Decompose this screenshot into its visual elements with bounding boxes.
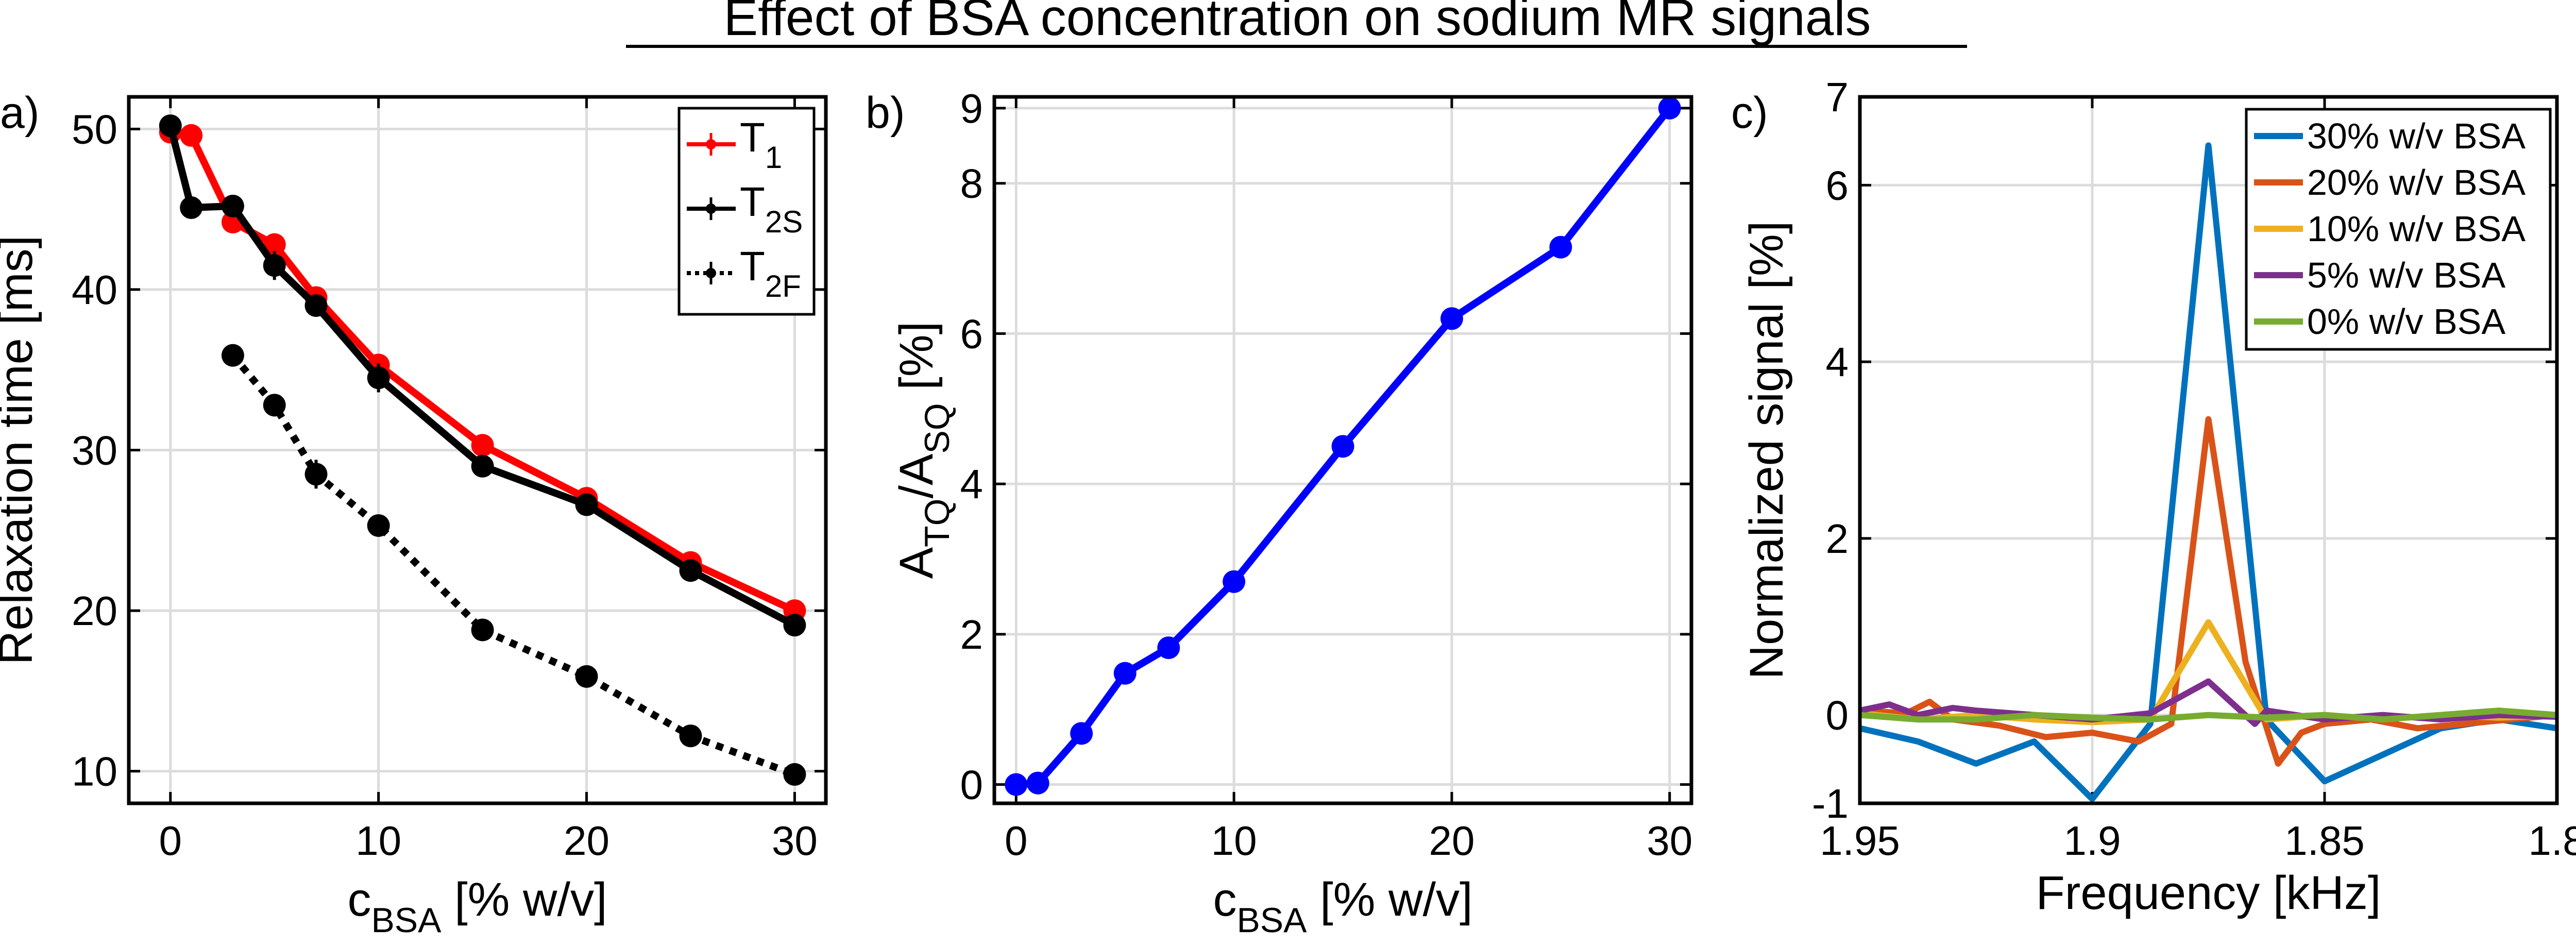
- data-point-ratio: [1157, 636, 1180, 660]
- y-tick-label: 0: [960, 762, 984, 808]
- data-point-ratio: [1331, 435, 1354, 458]
- panel-label: a): [0, 88, 39, 138]
- data-point-T2F: [367, 514, 390, 537]
- y-tick-label: 10: [72, 749, 117, 795]
- x-tick-label: 20: [564, 818, 609, 864]
- data-point-ratio: [1113, 662, 1137, 685]
- data-point-ratio: [1549, 235, 1572, 259]
- data-point-T2S: [471, 454, 494, 478]
- legend-label: T1: [740, 114, 782, 175]
- data-point-ratio: [1005, 773, 1028, 796]
- x-tick-label: 1.85: [2284, 818, 2365, 864]
- data-point-T2F: [263, 394, 286, 417]
- legend: 30% w/v BSA 20% w/v BSA 10% w/v BSA 5% w/v …: [2245, 108, 2552, 351]
- data-point-T2F: [679, 724, 702, 748]
- data-point-T2S: [783, 614, 806, 637]
- x-tick-label: 30: [772, 818, 818, 864]
- y-tick-label: 4: [1826, 339, 1849, 385]
- legend-label: 0% w/v BSA: [2307, 301, 2505, 342]
- x-tick-label: 1.95: [1820, 818, 1900, 864]
- y-tick-label: 2: [960, 612, 984, 658]
- data-point-T2S: [263, 254, 286, 277]
- legend-label: T2F: [740, 243, 801, 304]
- data-point-T2S: [575, 493, 598, 516]
- legend-label: 5% w/v BSA: [2307, 255, 2505, 295]
- series-line-ratio: [1015, 106, 1673, 788]
- plot-frame: [127, 95, 828, 805]
- y-tick-label: 4: [960, 461, 984, 507]
- legend-label: 10% w/v BSA: [2307, 209, 2526, 249]
- y-tick-label: 50: [72, 106, 117, 152]
- data-point-T2F: [783, 763, 806, 786]
- series-line-T2S: [166, 125, 796, 629]
- x-tick-label: 1.9: [2063, 818, 2121, 864]
- x-tick-label: 0: [1005, 818, 1028, 864]
- panel-a-chart: 0 10 20 30 10 20 30 40 50 a) cBSA [% w/v] Relaxatio…: [0, 88, 828, 940]
- data-point-T2S: [159, 114, 182, 138]
- panel-c-chart: 1.95 1.9 1.85 1.8 -1 0 2 4 6 7 c) Frequency [kHz] No…: [1731, 74, 2576, 919]
- x-tick-label: 1.8: [2528, 818, 2576, 864]
- x-tick-label: 30: [1647, 818, 1692, 864]
- data-point-T2S: [304, 294, 328, 317]
- y-tick-label: 20: [72, 588, 117, 634]
- panel-label: b): [866, 88, 905, 138]
- y-tick-label: 6: [1826, 162, 1849, 208]
- series-lines: [1860, 142, 2557, 802]
- y-tick-label: 30: [72, 428, 117, 474]
- y-tick-label: 0: [1826, 693, 1849, 738]
- plot-frame: [1858, 95, 2559, 805]
- y-tick-label: 40: [72, 267, 117, 313]
- data-point-T1: [471, 434, 494, 457]
- y-axis-label: ATQ/ASQ [%]: [890, 322, 957, 579]
- y-tick-label: 6: [960, 311, 984, 357]
- x-tick-label: 0: [159, 818, 182, 864]
- x-tick-label: 10: [1211, 818, 1257, 864]
- legend-label: T2S: [740, 179, 803, 239]
- legend-label: 30% w/v BSA: [2307, 116, 2526, 156]
- data-point-T2F: [304, 463, 328, 486]
- y-tick-label: -1: [1812, 781, 1849, 827]
- data-point-ratio: [1026, 771, 1049, 795]
- data-point-ratio: [1223, 570, 1246, 593]
- panel-label: c): [1731, 88, 1768, 138]
- spectrum-line-0-w-v-bsa: [1860, 707, 2557, 723]
- data-point-T2F: [221, 344, 244, 367]
- x-axis-label: Frequency [kHz]: [2036, 867, 2381, 919]
- y-tick-label: 2: [1826, 516, 1849, 562]
- data-point-T2S: [679, 559, 702, 582]
- y-tick-label: 7: [1826, 74, 1849, 120]
- data-point-T2F: [471, 618, 494, 642]
- series-line-T2F: [230, 353, 796, 778]
- y-tick-label: 9: [960, 86, 984, 131]
- data-point-ratio: [1070, 722, 1093, 745]
- y-axis-label: Normalized signal [%]: [1740, 221, 1793, 680]
- legend-label: 20% w/v BSA: [2307, 162, 2526, 203]
- plot-frame: [992, 95, 1693, 805]
- legend-marker: [706, 268, 716, 278]
- panel-b-chart: 0 10 20 30 0 2 4 6 8 9 b) cBSA [% w/v] ATQ/ASQ [%]: [866, 86, 1693, 940]
- x-axis-label: cBSA [% w/v]: [1213, 873, 1472, 940]
- figure-title: Effect of BSA concentration on sodium MR…: [723, 0, 1871, 46]
- y-axis-label: Relaxation time [ms]: [0, 235, 42, 665]
- x-tick-label: 10: [355, 818, 401, 864]
- data-point-T2S: [180, 196, 203, 219]
- data-point-ratio: [1440, 307, 1463, 330]
- y-tick-label: 8: [960, 161, 984, 207]
- data-point-ratio: [1658, 96, 1681, 120]
- series-line-T1: [170, 128, 796, 614]
- x-tick-label: 20: [1429, 818, 1475, 864]
- data-point-T1: [180, 124, 203, 147]
- x-axis-label: cBSA [% w/v]: [347, 873, 607, 940]
- legend-marker: [706, 204, 716, 214]
- data-point-T2F: [575, 665, 598, 688]
- data-point-T2S: [367, 366, 390, 390]
- legend-marker: [706, 139, 716, 149]
- data-point-T2S: [221, 194, 244, 217]
- data-point-T1: [263, 233, 286, 256]
